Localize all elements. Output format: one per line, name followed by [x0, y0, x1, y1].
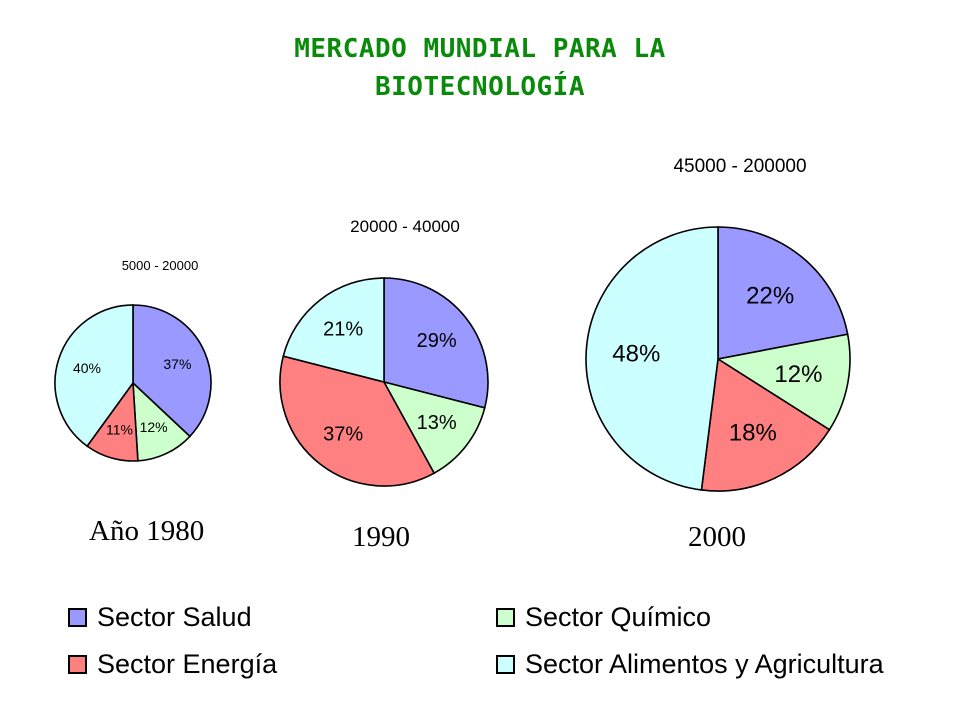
- legend-item-energia: Sector Energía: [68, 649, 277, 680]
- legend-swatch-energia: [68, 655, 87, 674]
- legend-label-quimico: Sector Químico: [525, 602, 712, 632]
- year-label-2000: 2000: [688, 521, 746, 553]
- legend-item-quimico: Sector Químico: [496, 602, 711, 633]
- pie-slice-2000-energia: [700, 357, 831, 492]
- pie-chart-1990: 20000 - 40000 29% 13% 37% 21%: [279, 217, 489, 487]
- pie-range-label-1980: 5000 - 20000: [122, 258, 199, 273]
- pie-chart-1980: 5000 - 20000 37% 12% 11% 40%: [54, 258, 212, 462]
- chart-title: MERCADO MUNDIAL PARA LA BIOTECNOLOGÍA: [0, 30, 960, 106]
- pie-data-label-1980-energia: 11%: [106, 421, 133, 437]
- legend-swatch-salud: [68, 608, 87, 627]
- legend-item-salud: Sector Salud: [68, 602, 252, 633]
- year-label-1980: Año 1980: [89, 515, 205, 547]
- pie-slice-1980-alimentos: [54, 304, 134, 448]
- pie-data-label-2000-quimico: 12%: [774, 361, 822, 388]
- chart-title-line-1: MERCADO MUNDIAL PARA LA: [294, 34, 666, 64]
- pie-data-label-1980-quimico: 12%: [140, 419, 168, 435]
- pie-data-label-1990-alimentos: 21%: [323, 318, 363, 340]
- legend-label-salud: Sector Salud: [97, 602, 252, 632]
- pie-range-label-2000: 45000 - 200000: [673, 156, 806, 177]
- pie-slice-1980-salud: [132, 304, 212, 438]
- legend-swatch-quimico: [496, 608, 515, 627]
- pie-slice-1990-salud: [383, 277, 489, 409]
- legend-item-alimentos: Sector Alimentos y Agricultura: [496, 649, 884, 680]
- pie-data-label-1980-salud: 37%: [163, 356, 191, 372]
- pie-chart-2000: 45000 - 200000 22% 12% 18% 48%: [585, 156, 851, 492]
- pie-data-label-1990-quimico: 13%: [417, 412, 457, 434]
- pie-slice-1990-quimico: [382, 380, 486, 475]
- pie-slice-1990-energia: [279, 355, 436, 487]
- legend-swatch-alimentos: [496, 655, 515, 674]
- chart-title-line-2: BIOTECNOLOGÍA: [375, 72, 585, 102]
- pie-data-label-1990-energia: 37%: [323, 424, 363, 446]
- pie-data-label-2000-energia: 18%: [729, 420, 777, 447]
- pie-slice-2000-alimentos: [585, 226, 719, 491]
- legend-label-energia: Sector Energía: [97, 649, 278, 679]
- legend-label-alimentos: Sector Alimentos y Agricultura: [525, 649, 884, 679]
- pie-slice-1990-alimentos: [282, 277, 385, 384]
- pie-slice-2000-salud: [717, 226, 849, 360]
- pie-slice-2000-quimico: [715, 333, 851, 431]
- pie-data-label-2000-salud: 22%: [746, 282, 794, 309]
- pie-data-label-1980-alimentos: 40%: [73, 360, 101, 376]
- pie-range-label-1990: 20000 - 40000: [350, 217, 460, 236]
- pie-data-label-1990-salud: 29%: [417, 330, 457, 352]
- year-label-1990: 1990: [352, 521, 410, 553]
- pie-data-label-2000-alimentos: 48%: [612, 340, 660, 367]
